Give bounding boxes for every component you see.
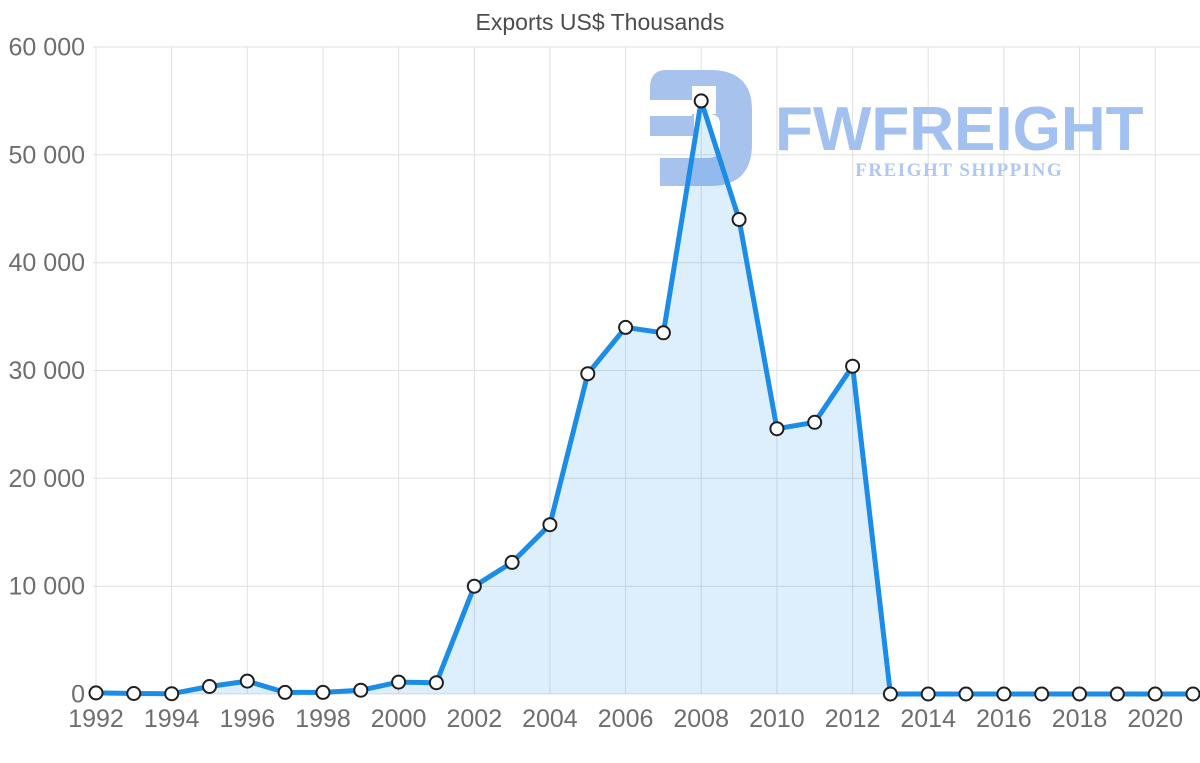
data-point-marker[interactable] [353,682,369,698]
x-tick-label: 2014 [900,705,956,733]
logo-tagline-text: FREIGHT SHIPPING [855,159,1064,181]
watermark-logo: FWFREIGHT FREIGHT SHIPPING [648,70,1144,186]
logo-brand-text: FWFREIGHT [775,95,1144,164]
data-point-marker[interactable] [1109,686,1125,702]
y-tick-label: 0 [71,681,85,709]
data-point-marker[interactable] [996,686,1012,702]
data-point-marker[interactable] [202,679,217,694]
y-tick-label: 60 000 [9,34,85,62]
data-point-marker[interactable] [807,414,823,430]
data-point-marker[interactable] [88,685,104,701]
data-point-marker[interactable] [1034,686,1050,702]
data-point-marker[interactable] [1072,686,1087,702]
x-tick-label: 2012 [825,705,881,733]
data-point-marker[interactable] [580,366,596,382]
x-tick-label: 2020 [1127,705,1183,733]
x-tick-label: 2008 [673,705,729,733]
x-tick-label: 2018 [1052,705,1108,733]
data-point-marker[interactable] [655,325,671,341]
data-point-marker[interactable] [920,686,936,702]
data-point-marker[interactable] [126,686,142,701]
data-point-marker[interactable] [693,93,709,109]
data-point-marker[interactable] [845,358,861,374]
x-tick-label: 1998 [295,705,351,733]
data-point-marker[interactable] [882,686,898,702]
data-point-marker[interactable] [731,212,747,227]
data-point-marker[interactable] [391,674,407,690]
x-tick-label: 2004 [522,705,578,733]
data-point-marker[interactable] [542,517,558,533]
data-point-marker[interactable] [769,421,785,437]
x-tick-label: 2010 [749,705,805,733]
x-tick-label: 1996 [219,705,275,733]
x-tick-label: 2000 [371,705,427,733]
x-tick-label: 2016 [976,705,1032,733]
logo-text-block: FWFREIGHT FREIGHT SHIPPING [775,95,1144,181]
data-point-marker[interactable] [277,684,293,700]
x-tick-label: 1994 [144,705,200,733]
data-point-marker[interactable] [466,578,482,594]
x-tick-label: 2006 [598,705,654,733]
data-point-marker[interactable] [315,684,331,700]
data-point-marker[interactable] [1185,686,1200,702]
data-point-marker[interactable] [504,554,520,570]
data-point-marker[interactable] [958,686,974,702]
y-tick-label: 50 000 [9,141,85,169]
y-tick-label: 20 000 [9,465,85,493]
data-point-marker[interactable] [239,673,255,689]
y-tick-label: 40 000 [9,249,85,277]
chart-title: Exports US$ Thousands [475,9,725,35]
x-tick-label: 2002 [446,705,502,733]
y-tick-label: 10 000 [9,573,85,601]
data-point-marker[interactable] [164,686,180,702]
data-point-marker[interactable] [428,675,444,691]
x-tick-label: 1992 [68,705,124,733]
series-area [96,100,1193,694]
y-tick-label: 30 000 [9,357,85,385]
data-point-marker[interactable] [618,319,634,335]
data-point-marker[interactable] [1147,686,1163,702]
